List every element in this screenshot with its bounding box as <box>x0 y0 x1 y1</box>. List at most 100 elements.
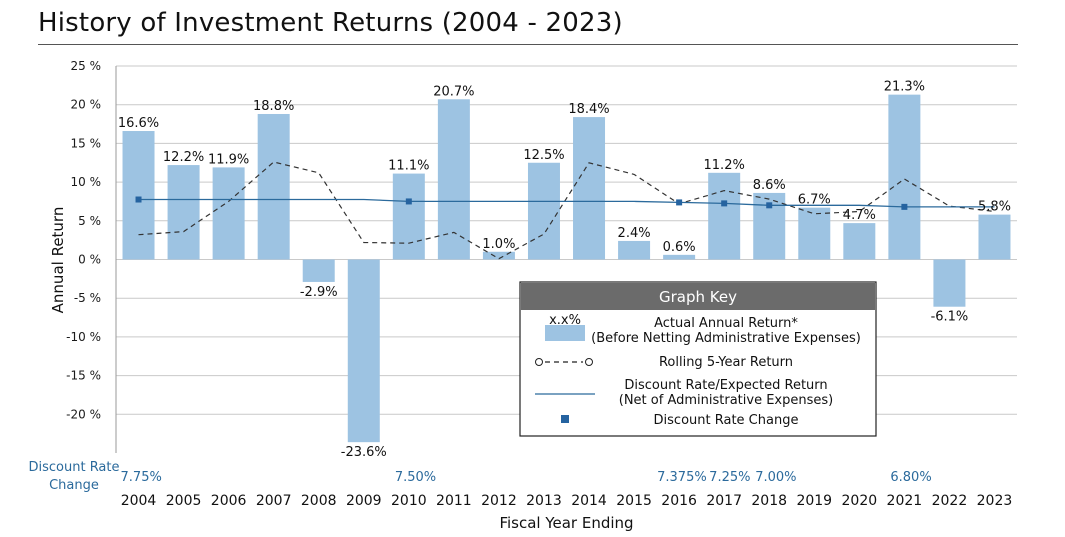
axes: 25 % 20 % 15 % 10 % 5 % 0 % -5 % -10 % -15 % -20 … <box>49 59 1012 532</box>
y-tick-label: 15 % <box>71 136 102 150</box>
discount-change-label-2018: 7.00% <box>755 470 796 485</box>
bar-2015 <box>618 240 651 260</box>
x-tick-label: 2006 <box>211 493 247 509</box>
discount-change-label-2004: 7.75% <box>121 470 162 485</box>
discount-change-marker-2004 <box>135 196 142 203</box>
bar-2021 <box>888 94 921 260</box>
bar-2017 <box>708 172 741 260</box>
legend-item-rolling: Rolling 5-Year Return <box>659 355 793 370</box>
data-label-2022: -6.1% <box>931 310 969 325</box>
x-tick-label: 2018 <box>751 493 787 509</box>
discount-change-marker-2018 <box>766 202 773 209</box>
bar-2016 <box>663 254 696 260</box>
data-label-2008: -2.9% <box>300 285 338 300</box>
y-tick-label: -10 % <box>66 330 101 344</box>
trend-lines <box>135 161 995 260</box>
data-label-2015: 2.4% <box>618 226 651 241</box>
data-label-2017: 11.2% <box>704 158 745 173</box>
legend-title: Graph Key <box>659 288 737 306</box>
data-label-2014: 18.4% <box>568 102 609 117</box>
bar-2014 <box>573 117 606 260</box>
discount-change-marker-2010 <box>405 198 412 205</box>
x-tick-label: 2023 <box>977 493 1013 509</box>
legend-item-bars: (Before Netting Administrative Expenses) <box>591 331 861 346</box>
legend-change-marker <box>561 415 569 423</box>
y-tick-label: 20 % <box>71 98 102 112</box>
legend-item-discount: (Net of Administrative Expenses) <box>619 393 833 408</box>
discount-change-label-2017: 7.25% <box>709 470 750 485</box>
legend-rolling-marker-left <box>535 358 543 366</box>
legend-rolling-marker-right <box>585 358 593 366</box>
data-label-2021: 21.3% <box>884 80 925 95</box>
return-bars <box>122 94 1011 443</box>
legend-bar-swatch <box>545 325 585 341</box>
y-tick-label: -15 % <box>66 369 101 383</box>
bar-2010 <box>392 173 425 260</box>
y-axis-title: Annual Return <box>49 207 67 314</box>
x-tick-label: 2022 <box>932 493 968 509</box>
x-tick-label: 2005 <box>166 493 202 509</box>
bar-2023 <box>978 214 1011 260</box>
data-label-2004: 16.6% <box>118 116 159 131</box>
x-axis-title: Fiscal Year Ending <box>499 514 633 532</box>
y-tick-label: 0 % <box>78 253 101 267</box>
data-label-2013: 12.5% <box>523 148 564 163</box>
x-tick-label: 2004 <box>121 493 157 509</box>
y-tick-label: -20 % <box>66 407 101 421</box>
bar-2022 <box>933 259 966 307</box>
y-tick-label: -5 % <box>74 291 101 305</box>
bar-2005 <box>167 165 200 260</box>
y-tick-label: 25 % <box>71 59 102 73</box>
discount-change-label-2016: 7.375% <box>657 470 707 485</box>
discount-change-label-2010: 7.50% <box>395 470 436 485</box>
discount-row-label-line1: Discount Rate <box>28 460 119 475</box>
bar-2019 <box>798 207 831 260</box>
x-tick-label: 2020 <box>842 493 878 509</box>
bar-2011 <box>437 99 470 260</box>
bar-2007 <box>257 113 290 260</box>
x-tick-label: 2014 <box>571 493 607 509</box>
x-tick-label: 2019 <box>796 493 832 509</box>
x-tick-label: 2016 <box>661 493 697 509</box>
bar-2008 <box>302 259 335 282</box>
discount-rate-line <box>138 198 995 208</box>
rolling-5-year-line <box>138 161 995 260</box>
discount-change-marker-2017 <box>721 200 728 207</box>
legend-item-change: Discount Rate Change <box>654 413 799 428</box>
x-tick-label: 2010 <box>391 493 427 509</box>
x-tick-label: 2013 <box>526 493 562 509</box>
data-label-2016: 0.6% <box>663 240 696 255</box>
discount-change-marker-2016 <box>676 199 683 206</box>
data-label-2019: 6.7% <box>798 193 831 208</box>
discount-change-label-2021: 6.80% <box>890 470 931 485</box>
y-tick-label: 10 % <box>71 175 102 189</box>
x-tick-label: 2009 <box>346 493 382 509</box>
bar-2006 <box>212 167 245 260</box>
x-tick-label: 2008 <box>301 493 337 509</box>
discount-change-marker-2021 <box>901 203 908 210</box>
legend-header <box>521 283 875 310</box>
data-label-2023: 5.8% <box>978 200 1011 215</box>
discount-row-label-line2: Change <box>49 478 99 493</box>
x-tick-label: 2011 <box>436 493 472 509</box>
legend-sample-label: x.x% <box>549 313 581 328</box>
bar-2013 <box>527 162 560 260</box>
data-label-2005: 12.2% <box>163 150 204 165</box>
x-tick-label: 2015 <box>616 493 652 509</box>
y-tick-label: 5 % <box>78 214 101 228</box>
bar-2009 <box>347 259 380 443</box>
x-tick-label: 2021 <box>887 493 923 509</box>
data-label-2007: 18.8% <box>253 99 294 114</box>
data-label-2010: 11.1% <box>388 159 429 174</box>
data-label-2006: 11.9% <box>208 152 249 167</box>
bar-2012 <box>482 251 515 260</box>
data-label-2009: -23.6% <box>341 445 387 460</box>
data-label-2011: 20.7% <box>433 84 474 99</box>
data-labels: 7.75% 7.50% 7.375% 7.25% 7.00% 6.80% Discount … <box>28 80 1010 493</box>
x-tick-label: 2017 <box>706 493 742 509</box>
data-label-2012: 1.0% <box>482 237 515 252</box>
chart-title: History of Investment Returns (2004 - 20… <box>38 8 623 38</box>
x-tick-label: 2007 <box>256 493 292 509</box>
data-label-2020: 4.7% <box>843 208 876 223</box>
